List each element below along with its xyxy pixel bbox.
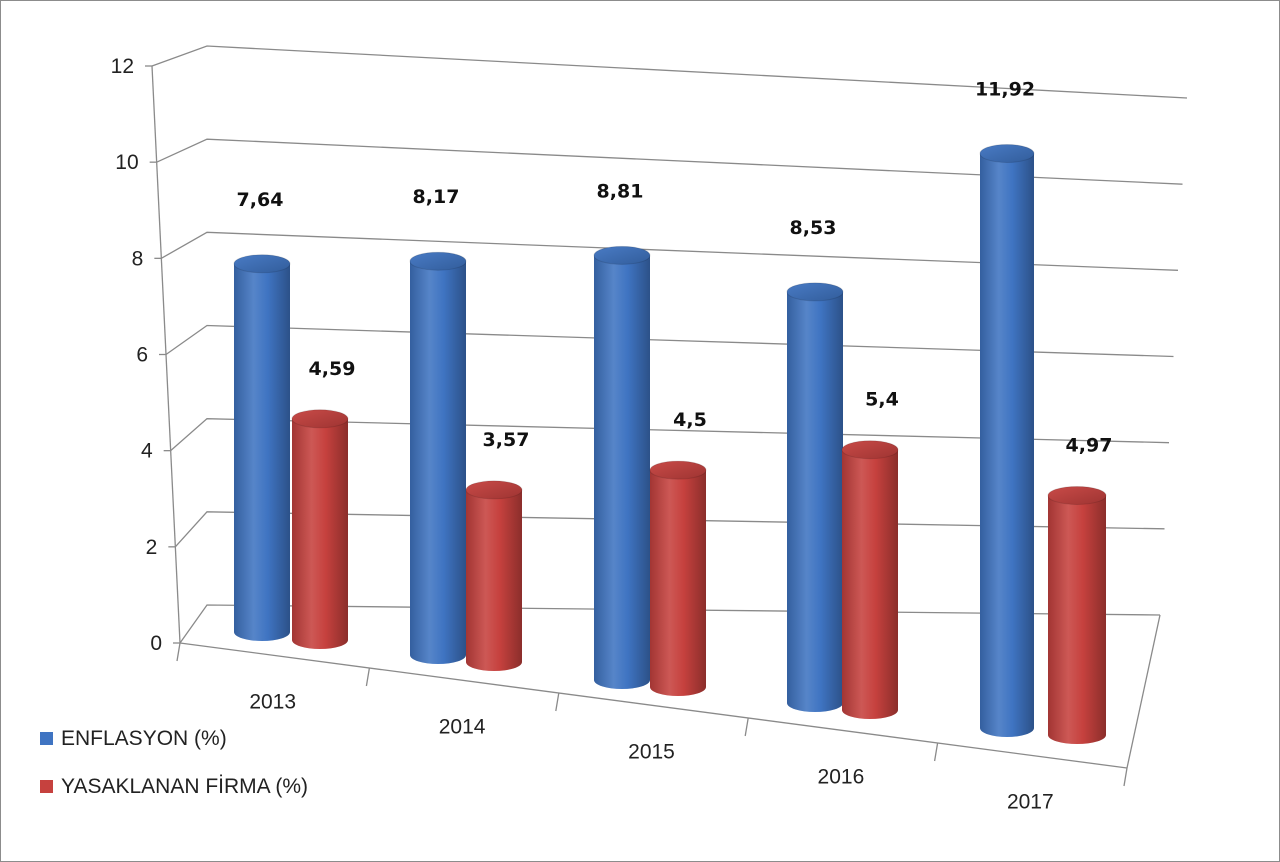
x-category-label: 2015 (628, 741, 675, 764)
gridline (165, 324, 1174, 358)
bar-enflasyon-2016 (786, 282, 844, 712)
bar-enflasyon-2014 (409, 251, 467, 664)
x-tick-mark (555, 692, 560, 712)
y-tick-label: 4 (141, 440, 153, 463)
data-label: 8,17 (413, 186, 460, 208)
y-tick-label: 0 (150, 632, 162, 655)
bar-yasaklanan-2015 (649, 460, 707, 696)
x-category-label: 2017 (1007, 791, 1054, 814)
legend-swatch (40, 732, 53, 745)
legend: ENFLASYON (%) YASAKLANAN FİRMA (%) (40, 727, 308, 798)
data-label: 11,92 (975, 78, 1035, 100)
bar-yasaklanan-2016 (841, 440, 899, 719)
floor-right-edge (1126, 614, 1161, 769)
gridline (156, 138, 1183, 185)
y-tick-label: 8 (132, 247, 144, 270)
data-label: 8,81 (597, 180, 644, 202)
data-label: 5,4 (865, 389, 899, 411)
legend-label: YASAKLANAN FİRMA (%) (61, 775, 308, 798)
gridline (151, 45, 1188, 99)
data-label: 4,59 (309, 358, 356, 380)
bar-enflasyon-2013 (233, 254, 291, 641)
data-label: 4,97 (1066, 434, 1113, 456)
x-axis-category-labels: 2013 2014 2015 2016 2017 (249, 691, 1053, 814)
legend-swatch (40, 780, 53, 793)
bar-yasaklanan-2013 (291, 409, 349, 649)
y-axis-line (151, 65, 181, 644)
x-tick-mark (365, 667, 371, 687)
legend-item: YASAKLANAN FİRMA (%) (40, 775, 308, 798)
x-tick-mark (176, 642, 181, 662)
bar-enflasyon-2015 (593, 245, 651, 689)
gridline (170, 418, 1170, 452)
x-tick-mark (1123, 767, 1128, 787)
y-tick-label: 2 (146, 536, 158, 559)
data-label: 4,5 (673, 409, 707, 431)
data-label: 8,53 (790, 217, 837, 239)
x-category-label: 2013 (249, 691, 296, 714)
x-tick-mark (744, 717, 749, 737)
y-tick-label: 12 (111, 55, 134, 78)
x-tick-mark (933, 742, 939, 762)
bar-yasaklanan-2014 (465, 480, 523, 671)
bar-yasaklanan-2017 (1047, 485, 1107, 744)
x-axis-line (179, 642, 1128, 769)
data-labels: 7,64 4,59 8,17 3,57 8,81 4,5 8,53 5,4 11,92 4,97 (237, 78, 1113, 456)
bar-enflasyon-2017 (979, 143, 1035, 737)
legend-label: ENFLASYON (%) (61, 727, 227, 750)
x-category-label: 2016 (818, 766, 865, 789)
data-label: 3,57 (483, 429, 530, 451)
legend-item: ENFLASYON (%) (40, 727, 227, 750)
x-category-label: 2014 (439, 716, 486, 739)
y-axis-tick-labels: 0 2 4 6 8 10 12 (111, 55, 162, 655)
y-tick-label: 10 (115, 151, 138, 174)
bars (233, 143, 1107, 744)
data-label: 7,64 (237, 189, 284, 211)
gridline (161, 231, 1179, 271)
y-tick-label: 6 (136, 344, 148, 367)
